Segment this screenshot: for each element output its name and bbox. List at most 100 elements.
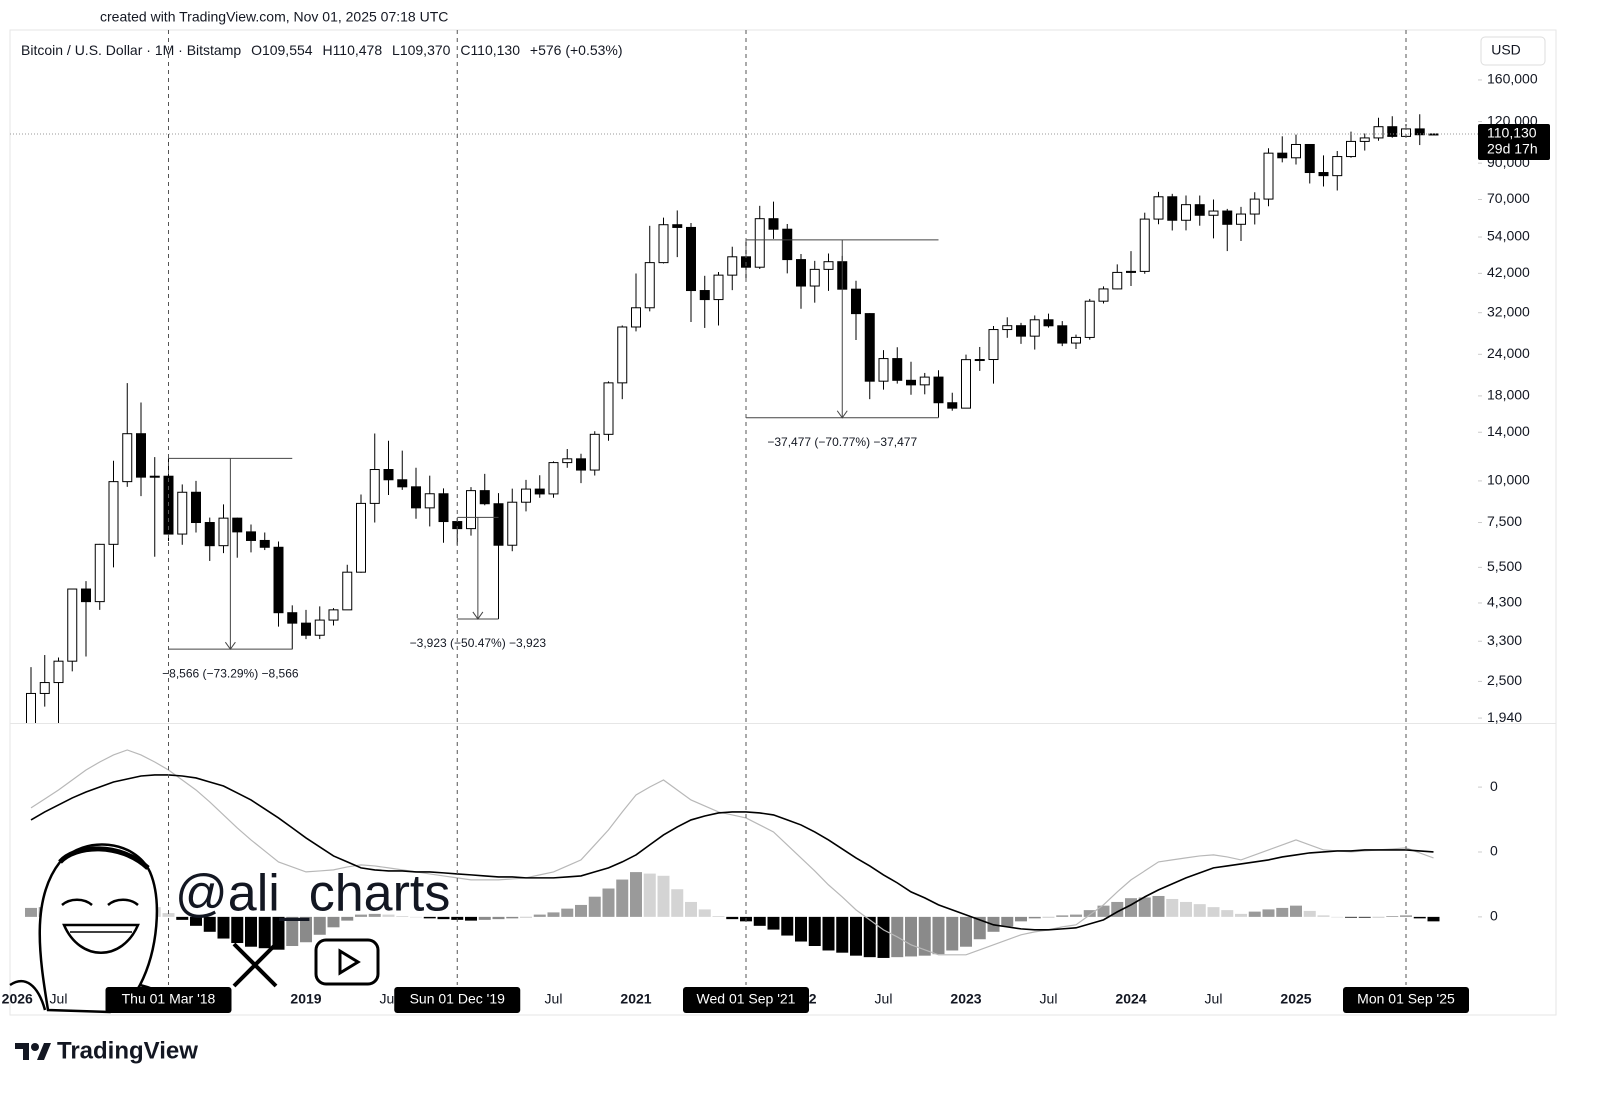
histogram-bar	[368, 913, 381, 917]
candle-body	[589, 433, 600, 471]
candle-body	[1236, 213, 1246, 225]
histogram-bar	[1400, 915, 1412, 917]
histogram-bar	[836, 916, 849, 953]
candle-body	[672, 224, 683, 228]
histogram-bar	[561, 908, 574, 917]
candle-body	[246, 531, 256, 541]
histogram-bar	[533, 914, 546, 917]
candle-body	[809, 268, 820, 287]
candle-body	[603, 382, 614, 435]
histogram-bar	[767, 916, 780, 930]
candle-body	[548, 462, 559, 495]
x-tick-label: 2024	[1115, 991, 1146, 1007]
y-tick-label: 54,000	[1487, 228, 1530, 244]
candle-body	[1126, 270, 1136, 273]
currency[interactable]: USD	[1491, 42, 1521, 58]
histogram-bar	[286, 916, 299, 947]
histogram-bar	[575, 904, 587, 917]
x-tick-label: Jul	[875, 991, 893, 1007]
candle-body	[1167, 196, 1178, 221]
candle-body	[521, 488, 531, 503]
histogram-bar	[602, 888, 615, 917]
candle-body	[314, 619, 325, 636]
histogram-bar	[520, 916, 532, 918]
y-tick-label: 14,000	[1487, 423, 1530, 439]
candle-body	[1428, 133, 1439, 136]
histogram-bar	[905, 916, 917, 957]
candle-body	[218, 517, 229, 547]
social-icons	[232, 938, 380, 988]
candle-body	[1222, 210, 1233, 225]
histogram-bar	[382, 914, 395, 917]
histogram-bar	[850, 916, 862, 956]
histogram-bar	[960, 916, 972, 947]
x-tick-label: Jul	[1040, 991, 1058, 1007]
histogram-bar	[1001, 916, 1014, 927]
candle-body	[1263, 152, 1274, 200]
candle-body	[699, 290, 710, 301]
histogram-bar	[1372, 916, 1385, 918]
candle-body	[906, 379, 916, 386]
candle-body	[1387, 126, 1398, 137]
header: created with TradingView.com, Nov 01, 20…	[100, 9, 448, 25]
histogram-bar	[1413, 916, 1426, 919]
histogram-bar	[1427, 916, 1440, 922]
histogram-bar	[1345, 916, 1357, 918]
histogram-bar	[1083, 910, 1096, 917]
histogram-bar	[877, 916, 890, 958]
histogram-bar	[685, 901, 697, 917]
signal-line	[30, 774, 1434, 931]
candle-body	[136, 433, 146, 478]
candle-body	[1181, 204, 1191, 221]
candle-body	[1029, 319, 1040, 337]
histogram-bar	[231, 916, 244, 944]
candle-body	[1291, 143, 1301, 159]
candle-body	[383, 469, 394, 481]
histogram-bar	[973, 916, 986, 940]
histogram-bar	[657, 875, 670, 917]
candle-body	[438, 493, 449, 523]
currency-box[interactable]	[1480, 36, 1546, 66]
histogram-bar	[423, 916, 436, 919]
histogram-bar	[437, 916, 450, 920]
measure-label: −3,923 (−50.47%) −3,923	[410, 636, 547, 650]
candle-body	[507, 501, 518, 546]
candle-body	[177, 491, 188, 535]
candle-body	[26, 692, 36, 723]
histogram-bar	[162, 913, 175, 917]
histogram-bar	[1070, 914, 1082, 917]
candle-body	[796, 259, 806, 287]
watermark: @ali_charts	[175, 865, 450, 923]
histogram-bar	[1207, 907, 1220, 917]
candle-body	[1249, 198, 1260, 215]
macd-line	[30, 749, 1434, 956]
histogram-bar	[946, 916, 959, 951]
candle-body	[1359, 137, 1370, 142]
candle-body	[94, 543, 105, 603]
candle-body	[727, 256, 738, 276]
candle-body	[919, 376, 930, 386]
histogram-bar	[1028, 916, 1041, 919]
candle-body	[1332, 156, 1343, 177]
histogram-bar	[410, 916, 422, 918]
date-label: Thu 01 Mar '18	[122, 991, 216, 1007]
candle-body	[851, 288, 861, 315]
candle-body	[823, 261, 834, 270]
date-label-box	[1343, 987, 1469, 1013]
x-tick-label: Jul	[50, 991, 68, 1007]
macd-pane	[25, 749, 1440, 958]
y-tick-label: 18,000	[1487, 387, 1530, 403]
histogram-bar	[1276, 907, 1289, 917]
candle-body	[1112, 271, 1123, 290]
histogram-bar	[1193, 904, 1206, 917]
tradingview-icon	[15, 1043, 51, 1060]
histogram-bar	[313, 916, 326, 935]
countdown: 29d 17h	[1487, 141, 1538, 157]
histogram-bar	[272, 916, 285, 950]
candle-body	[878, 358, 889, 382]
legend: Bitcoin / U.S. Dollar · 1M · Bitstamp O1…	[21, 42, 623, 58]
x-tick-label: Jul	[545, 991, 563, 1007]
y-tick-label: 32,000	[1487, 303, 1530, 319]
candle-body	[424, 493, 435, 509]
